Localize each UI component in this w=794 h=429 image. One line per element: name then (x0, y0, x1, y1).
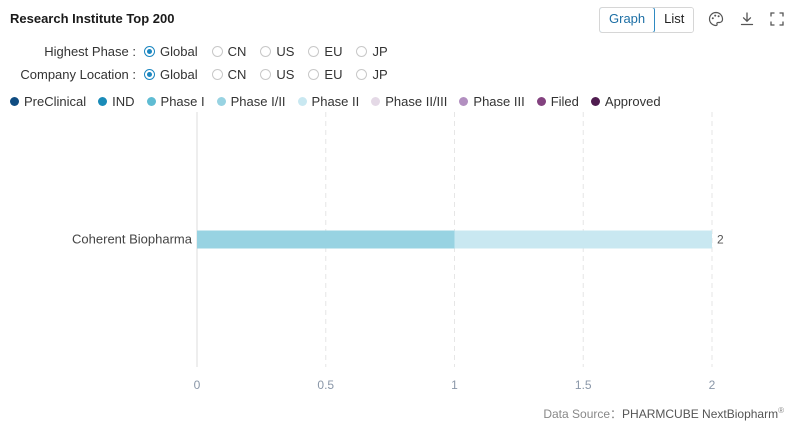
list-view-button[interactable]: List (655, 8, 694, 32)
x-tick-label: 2 (709, 378, 716, 392)
registered-mark: ® (778, 406, 784, 415)
radio-icon (260, 69, 272, 80)
company-location-filter: Company Location : Global CN US EU JP (0, 67, 402, 82)
legend-dot-icon (216, 97, 226, 106)
radio-icon (308, 46, 320, 57)
legend-label: Phase II (311, 94, 360, 109)
phase-option-eu[interactable]: EU (308, 44, 342, 59)
chart-title: Research Institute Top 200 (10, 11, 175, 26)
legend-dot-icon (10, 97, 19, 106)
legend-item-phase-i-ii[interactable]: Phase I/II (216, 94, 286, 109)
phase-option-jp[interactable]: JP (356, 44, 388, 59)
graph-view-button[interactable]: Graph (600, 8, 656, 32)
fullscreen-icon[interactable] (768, 10, 786, 28)
legend-dot-icon (536, 97, 546, 106)
company-location-label: Company Location : (20, 67, 136, 82)
x-tick-label: 1 (451, 378, 458, 392)
legend-item-phase-i[interactable]: Phase I (146, 94, 205, 109)
radio-icon (211, 69, 223, 80)
bar-segment-phase-i-ii (197, 230, 455, 249)
radio-checked-icon (144, 46, 155, 57)
legend-label: Phase I (160, 94, 205, 109)
legend-dot-icon (459, 97, 469, 106)
chart-legend: PreClinical IND Phase I Phase I/II Phase II P… (10, 94, 673, 109)
radio-icon (356, 46, 368, 57)
legend-item-ind[interactable]: IND (98, 94, 135, 109)
x-tick-label: 0.5 (317, 378, 334, 392)
legend-item-approved[interactable]: Approved (590, 94, 661, 109)
legend-item-filed[interactable]: Filed (536, 94, 579, 109)
legend-label: Approved (604, 94, 661, 109)
bar-segment-phase-ii (454, 230, 712, 249)
location-option-us[interactable]: US (260, 67, 294, 82)
legend-label: Phase I/II (230, 94, 286, 109)
radio-icon (356, 69, 368, 80)
category-label: Coherent Biopharma (72, 232, 193, 247)
legend-label: Phase III (473, 94, 525, 109)
view-toggle: Graph List (599, 7, 695, 33)
legend-dot-icon (590, 97, 600, 106)
palette-icon[interactable] (707, 10, 725, 28)
bar-total-label: 2 (717, 233, 724, 247)
data-source-brand: PHARMCUBE NextBiopharm (622, 407, 779, 421)
legend-dot-icon (297, 97, 307, 106)
legend-label: Phase II/III (385, 94, 448, 109)
legend-item-phase-iii[interactable]: Phase III (459, 94, 525, 109)
x-tick-label: 1.5 (575, 378, 592, 392)
x-tick-label: 0 (194, 378, 201, 392)
legend-label: IND (112, 94, 135, 109)
radio-icon (260, 46, 272, 57)
location-option-global[interactable]: Global (144, 67, 198, 82)
legend-item-preclinical[interactable]: PreClinical (10, 94, 86, 109)
phase-option-cn[interactable]: CN (211, 44, 246, 59)
download-icon[interactable] (738, 10, 756, 28)
data-source-label: Data Source： (543, 407, 623, 421)
phase-option-global[interactable]: Global (144, 44, 198, 59)
radio-checked-icon (144, 69, 155, 80)
location-option-cn[interactable]: CN (211, 67, 246, 82)
legend-label: Filed (550, 94, 579, 109)
location-option-jp[interactable]: JP (356, 67, 388, 82)
location-option-eu[interactable]: EU (308, 67, 342, 82)
legend-dot-icon (146, 97, 156, 106)
legend-item-phase-ii-iii[interactable]: Phase II/III (371, 94, 447, 109)
highest-phase-filter: Highest Phase : Global CN US EU JP (0, 44, 402, 59)
legend-label: PreClinical (24, 94, 87, 109)
legend-item-phase-ii[interactable]: Phase II (297, 94, 360, 109)
data-source-footer: Data Source：PHARMCUBE NextBiopharm® (543, 405, 784, 422)
legend-dot-icon (98, 97, 108, 106)
radio-icon (211, 46, 223, 57)
highest-phase-label: Highest Phase : (44, 44, 136, 59)
phase-option-us[interactable]: US (260, 44, 294, 59)
radio-icon (308, 69, 320, 80)
legend-dot-icon (371, 97, 381, 106)
